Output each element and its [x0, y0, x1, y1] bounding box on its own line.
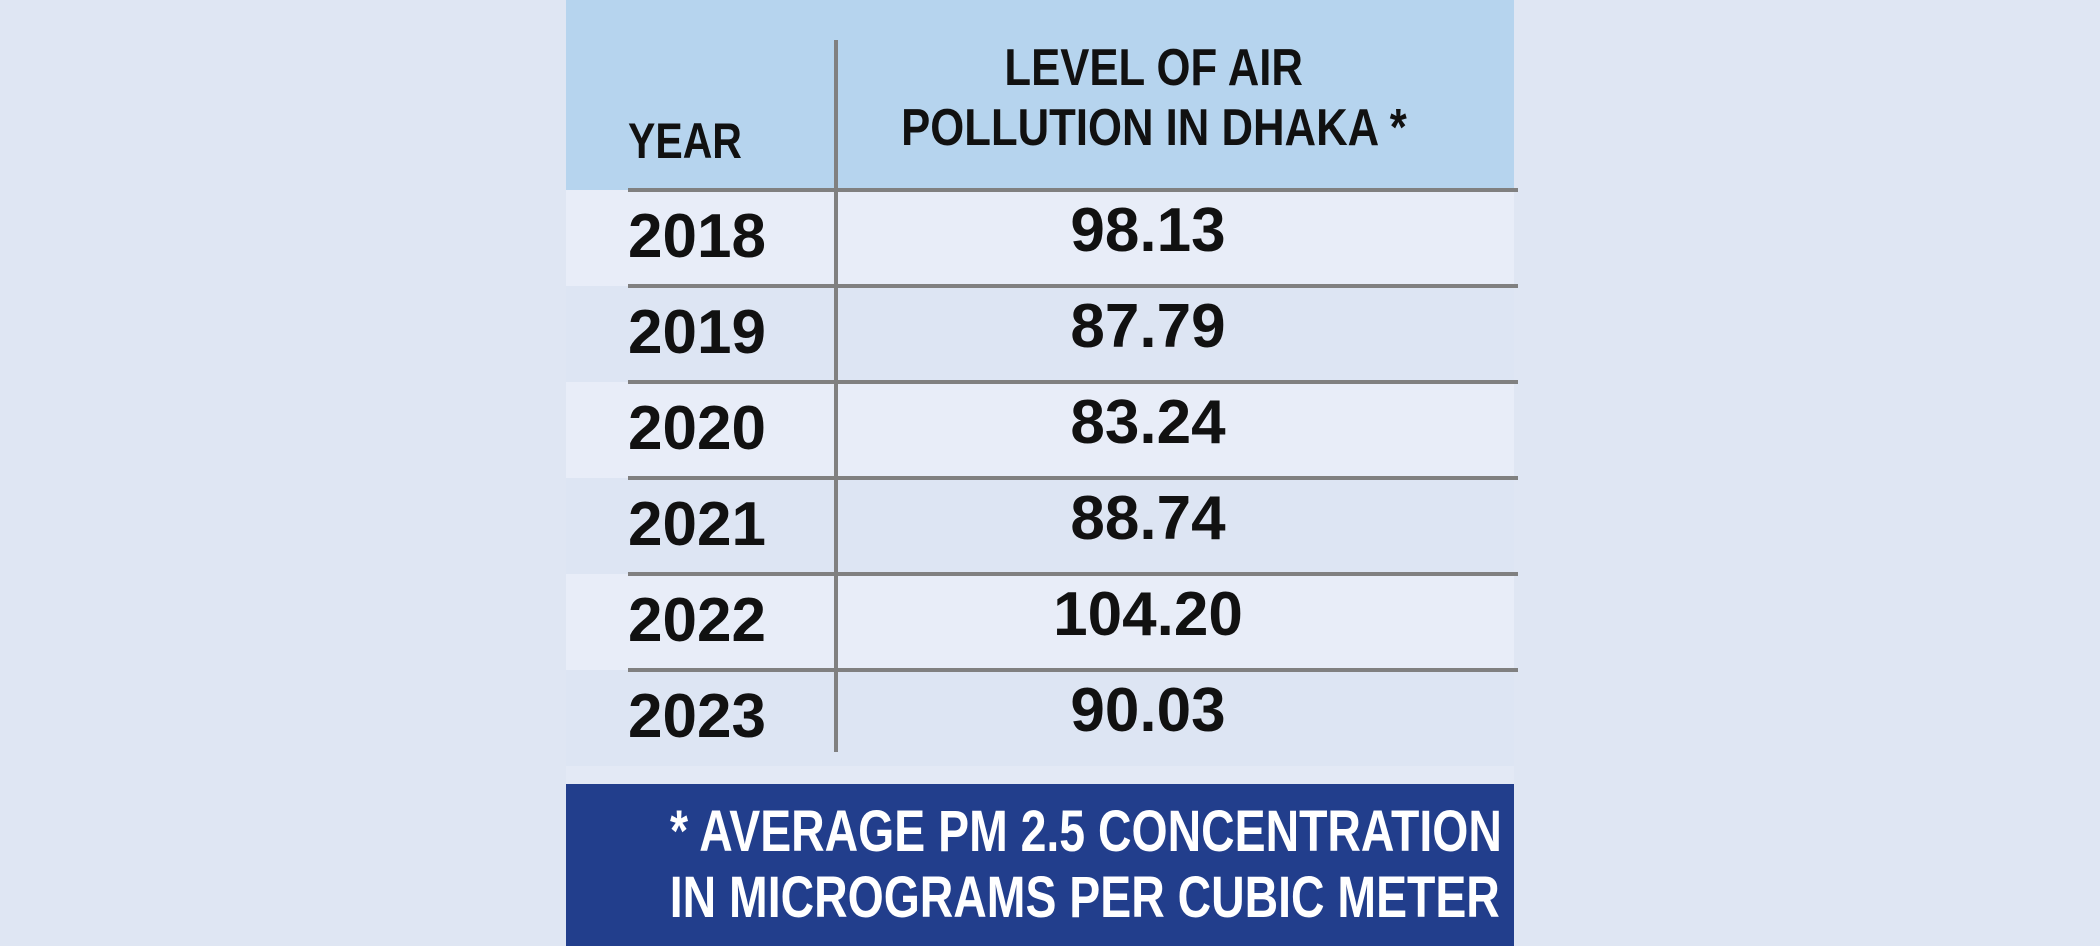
- pollution-value-cell: 104.20: [1053, 580, 1243, 649]
- header-level-line2: POLLUTION IN DHAKA *: [824, 98, 1484, 158]
- year-cell: 2021: [628, 490, 766, 559]
- year-cell: 2023: [628, 682, 766, 751]
- row-rule: [628, 476, 1518, 480]
- air-pollution-table-card: YEAR LEVEL OF AIR POLLUTION IN DHAKA * 2…: [566, 0, 1518, 946]
- pollution-value-cell: 87.79: [1070, 292, 1226, 361]
- column-divider: [834, 40, 838, 752]
- table-row: [566, 382, 1514, 478]
- row-rule: [628, 572, 1518, 576]
- footnote-line2: IN MICROGRAMS PER CUBIC METER: [566, 864, 1514, 931]
- row-rule: [628, 380, 1518, 384]
- year-cell: 2019: [628, 298, 766, 367]
- row-rule: [628, 284, 1518, 288]
- header-level-line1-text: LEVEL OF AIR: [1004, 39, 1304, 97]
- footnote-line2-text: IN MICROGRAMS PER CUBIC METER: [669, 865, 1500, 930]
- row-rule: [628, 188, 1518, 192]
- pollution-value-cell: 83.24: [1070, 388, 1226, 457]
- table-row: [566, 478, 1514, 574]
- row-rule: [628, 668, 1518, 672]
- footnote-line1-text: * AVERAGE PM 2.5 CONCENTRATION: [669, 799, 1502, 864]
- pollution-value-cell: 98.13: [1070, 196, 1226, 265]
- footnote-banner: * AVERAGE PM 2.5 CONCENTRATION IN MICROG…: [566, 784, 1514, 946]
- header-year: YEAR: [628, 113, 742, 169]
- table-row: [566, 286, 1514, 382]
- header-level-line2-text: POLLUTION IN DHAKA *: [901, 99, 1407, 157]
- pollution-value-cell: 88.74: [1070, 484, 1226, 553]
- year-cell: 2018: [628, 202, 766, 271]
- table-row: [566, 670, 1514, 766]
- pollution-value-cell: 90.03: [1070, 676, 1226, 745]
- year-cell: 2022: [628, 586, 766, 655]
- table-row: [566, 190, 1514, 286]
- header-level-line1: LEVEL OF AIR: [824, 38, 1484, 98]
- table-row: [566, 574, 1514, 670]
- footnote-line1: * AVERAGE PM 2.5 CONCENTRATION: [566, 798, 1514, 865]
- table-header: YEAR LEVEL OF AIR POLLUTION IN DHAKA *: [566, 0, 1514, 190]
- year-cell: 2020: [628, 394, 766, 463]
